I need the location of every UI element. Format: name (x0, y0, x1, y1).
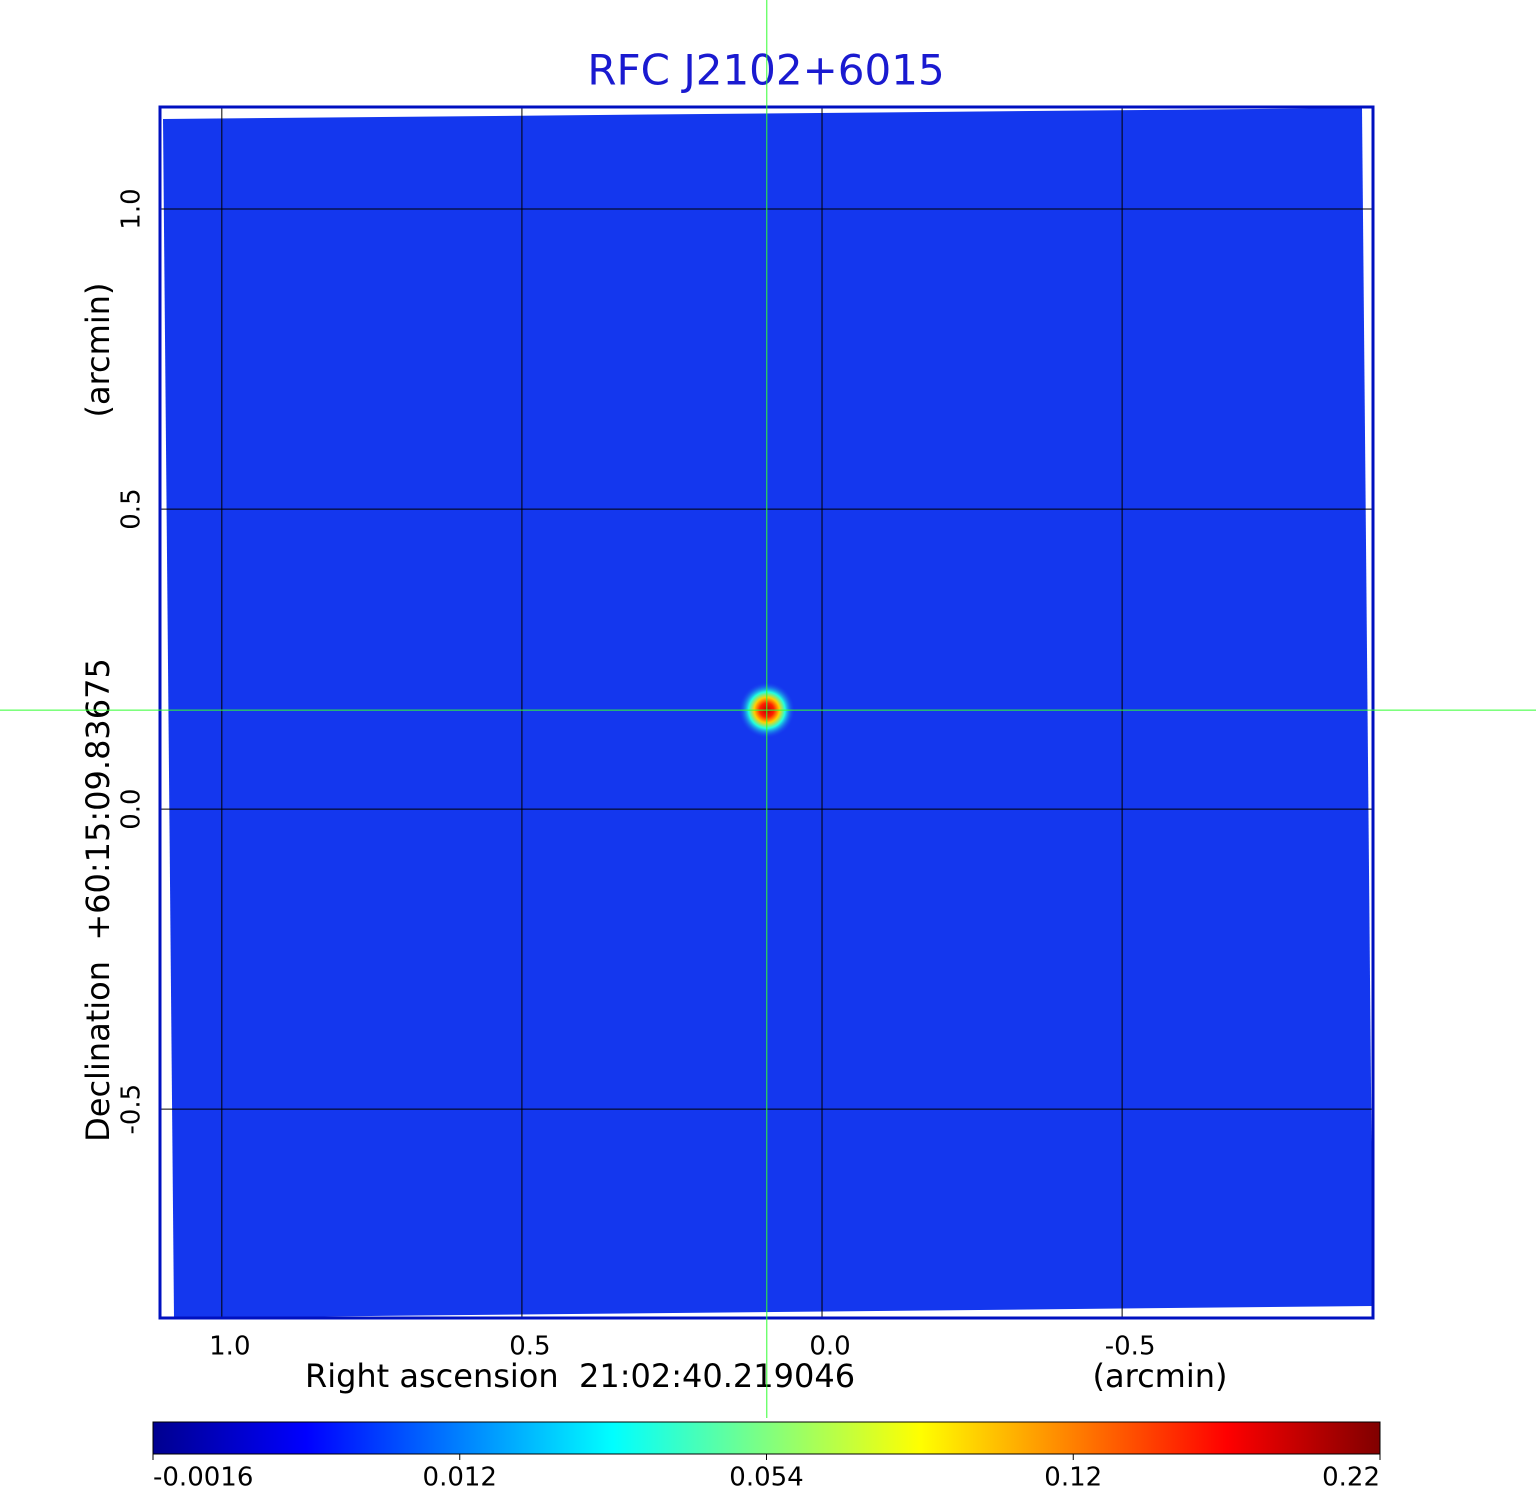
y-axis-label: Declination +60:15:09.83675 (79, 658, 117, 1142)
y-axis-unit: (arcmin) (79, 283, 117, 418)
x-tick-label: 0.5 (509, 1332, 550, 1362)
y-tick-label: 1.0 (117, 188, 147, 229)
y-tick-label: 0.5 (117, 488, 147, 529)
x-tick-label: 1.0 (209, 1332, 250, 1362)
colorbar-tick-label: 0.012 (423, 1463, 497, 1493)
colorbar-tick-label: 0.22 (1322, 1463, 1380, 1493)
chart-title: RFC J2102+6015 (587, 46, 944, 95)
x-tick-label: -0.5 (1105, 1332, 1156, 1362)
colorbar (152, 1421, 1381, 1455)
x-axis-unit: (arcmin) (1093, 1357, 1228, 1395)
colorbar-tick-label: 0.12 (1044, 1463, 1102, 1493)
x-tick-label: 0.0 (809, 1332, 850, 1362)
x-axis-label: Right ascension 21:02:40.219046 (305, 1357, 855, 1395)
colorbar-tick-label: -0.0016 (153, 1463, 253, 1493)
y-tick-label: -0.5 (117, 1084, 147, 1135)
colorbar-tick-label: 0.054 (729, 1463, 803, 1493)
y-tick-label: 0.0 (117, 788, 147, 829)
